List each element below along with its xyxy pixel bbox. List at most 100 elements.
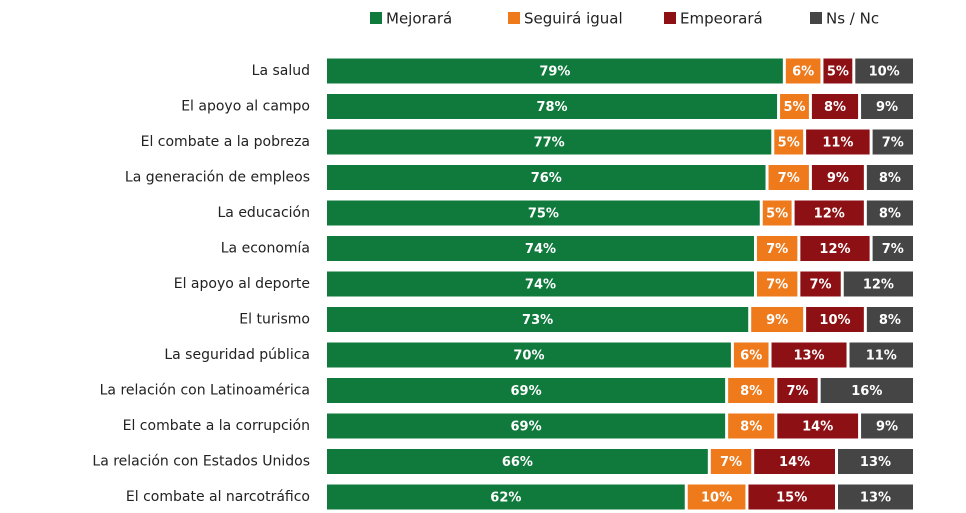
bar-segment <box>806 129 870 155</box>
bar-segment <box>327 307 749 332</box>
bar-segment <box>866 307 913 332</box>
bar-segment <box>855 58 913 84</box>
bar-segment <box>327 94 778 119</box>
value-label: 7% <box>766 242 788 257</box>
value-label: 9% <box>876 100 898 115</box>
category-label: El turismo <box>239 312 310 328</box>
value-label: 6% <box>740 349 762 364</box>
bar-segment <box>327 129 772 155</box>
value-label: 14% <box>779 455 810 470</box>
bar-segment <box>866 165 913 190</box>
bar-segment <box>820 378 913 403</box>
bar-segment <box>872 236 913 261</box>
bar-segment <box>777 378 818 403</box>
bar-segment <box>327 58 783 84</box>
value-label: 8% <box>740 384 762 399</box>
legend-label: Empeorará <box>680 10 763 28</box>
value-label: 7% <box>882 242 904 257</box>
value-label: 8% <box>879 207 901 222</box>
bar-segment <box>327 271 754 297</box>
bar-segment <box>866 200 913 226</box>
bar-segment <box>687 484 746 510</box>
value-label: 8% <box>879 171 901 186</box>
legend-swatch <box>508 12 520 24</box>
bar-segment <box>861 94 913 119</box>
bar-segment <box>327 484 685 510</box>
value-label: 77% <box>534 136 565 151</box>
bar-segment <box>327 378 726 403</box>
category-label: La economía <box>221 241 310 257</box>
bar-segment <box>754 449 835 474</box>
value-label: 12% <box>863 278 894 293</box>
bar-segment <box>811 94 859 119</box>
value-label: 7% <box>786 384 808 399</box>
bar-segment <box>751 307 804 332</box>
value-label: 9% <box>827 171 849 186</box>
bar-segment <box>710 449 752 474</box>
value-label: 69% <box>511 384 542 399</box>
bar-segment <box>780 94 809 119</box>
bar-segment <box>794 200 864 226</box>
bar-segment <box>768 165 809 190</box>
value-label: 5% <box>827 65 849 80</box>
value-label: 13% <box>860 455 891 470</box>
value-label: 62% <box>490 491 521 506</box>
bar-segment <box>872 129 913 155</box>
legend-swatch <box>664 12 676 24</box>
value-label: 74% <box>525 242 556 257</box>
value-label: 75% <box>528 207 559 222</box>
value-label: 8% <box>824 100 846 115</box>
legend-label: Mejorará <box>386 10 452 28</box>
legend-label: Seguirá igual <box>524 10 623 28</box>
value-label: 14% <box>802 420 833 435</box>
bar-segment <box>837 484 913 510</box>
category-label: La relación con Estados Unidos <box>92 454 310 470</box>
bar-segment <box>762 200 792 226</box>
bar-segment <box>785 58 821 84</box>
value-label: 5% <box>778 136 800 151</box>
value-label: 79% <box>539 65 570 80</box>
value-label: 7% <box>778 171 800 186</box>
category-label: El combate a la pobreza <box>141 134 310 150</box>
bar-segment <box>771 342 847 368</box>
bar-segment <box>777 413 859 439</box>
bar-segment <box>327 200 760 226</box>
category-label: La seguridad pública <box>164 347 310 363</box>
bar-segment <box>756 271 798 297</box>
value-label: 70% <box>513 349 544 364</box>
value-label: 13% <box>860 491 891 506</box>
bar-segment <box>728 413 775 439</box>
bar-segment <box>327 449 708 474</box>
value-label: 78% <box>536 100 567 115</box>
bar-segment <box>806 307 864 332</box>
bar-segment <box>327 342 731 368</box>
category-label: El apoyo al deporte <box>174 276 310 292</box>
bar-segment <box>774 129 804 155</box>
value-label: 9% <box>766 313 788 328</box>
value-label: 12% <box>819 242 850 257</box>
bar-segment <box>800 271 841 297</box>
category-label: La relación con Latinoamérica <box>100 383 310 399</box>
value-label: 7% <box>720 455 742 470</box>
value-label: 10% <box>819 313 850 328</box>
value-label: 9% <box>876 420 898 435</box>
bar-segment <box>733 342 769 368</box>
bar-segment <box>327 236 754 261</box>
bar-segment <box>748 484 835 510</box>
category-label: La generación de empleos <box>125 170 310 186</box>
value-label: 12% <box>814 207 845 222</box>
value-label: 66% <box>502 455 533 470</box>
bar-segment <box>811 165 864 190</box>
category-label: La educación <box>217 205 310 221</box>
bar-segment <box>327 165 766 190</box>
value-label: 10% <box>701 491 732 506</box>
value-label: 8% <box>879 313 901 328</box>
value-label: 13% <box>793 349 824 364</box>
value-label: 16% <box>851 384 882 399</box>
value-label: 74% <box>525 278 556 293</box>
bar-segment <box>800 236 870 261</box>
value-label: 7% <box>810 278 832 293</box>
legend-label: Ns / Nc <box>826 10 879 28</box>
bar-segment <box>849 342 913 368</box>
category-label: El combate al narcotráfico <box>126 489 310 505</box>
